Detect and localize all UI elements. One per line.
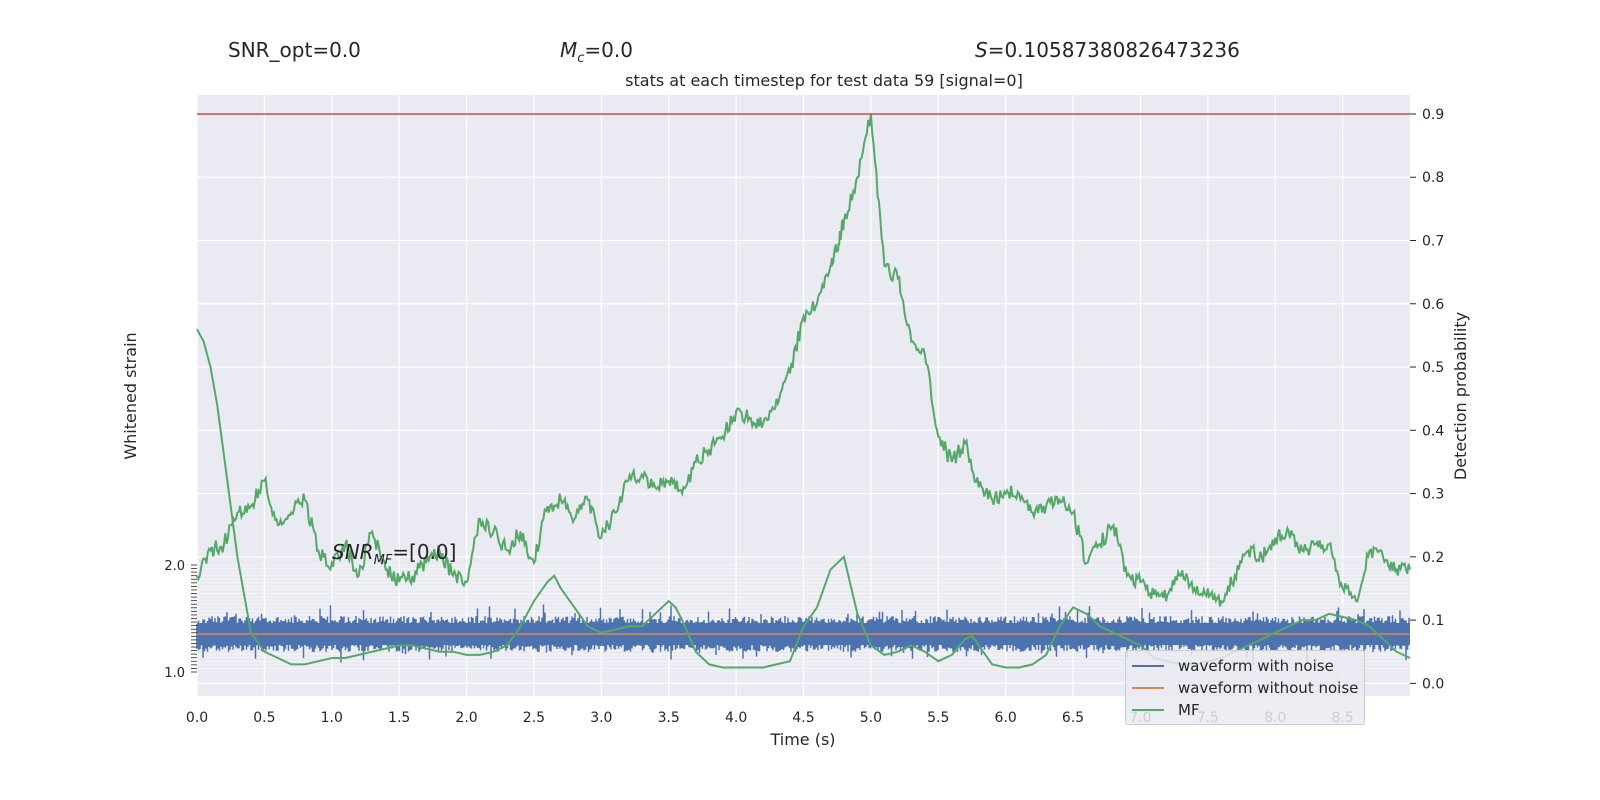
y-tick-label: 0.9 (1422, 107, 1444, 123)
legend-label-noise: waveform with noise (1178, 657, 1334, 675)
mc-value: =0.0 (584, 38, 633, 62)
right-axis-label: Detection probability (1451, 312, 1470, 480)
snr-mf-value: =[0.0] (392, 540, 456, 564)
y-tick-label: 0.1 (1422, 613, 1444, 629)
snr-opt-label: SNR_opt=0.0 (228, 38, 361, 62)
y-tick-label: 0.4 (1422, 423, 1444, 439)
legend-swatch-clean (1132, 687, 1164, 689)
s-symbol: S (975, 38, 988, 62)
mc-symbol: M (560, 38, 578, 62)
x-tick-label: 6.0 (995, 710, 1017, 726)
vertical-gridlines (196, 95, 1344, 696)
left-axis-label: Whitened strain (121, 332, 140, 459)
y-tick-label: 0.6 (1422, 297, 1444, 313)
legend-label-clean: waveform without noise (1178, 679, 1359, 697)
s-value: =0.10587380826473236 (987, 38, 1240, 62)
legend-item-clean: waveform without noise (1132, 677, 1358, 699)
strain-tick-label: 2.0 (164, 559, 185, 574)
x-tick-label: 2.0 (455, 710, 477, 726)
strain-tick-label: 1.0 (164, 666, 185, 681)
series-detection-probability (196, 113, 1411, 607)
x-tick-label: 6.5 (1062, 710, 1084, 726)
legend-label-mf: MF (1178, 701, 1200, 719)
score-label: S=0.10587380826473236 (975, 38, 1240, 62)
y-tick-label: 0.0 (1422, 676, 1444, 692)
x-tick-label: 1.5 (388, 710, 410, 726)
y-tick-label: 0.5 (1422, 360, 1444, 376)
y-tick-label: 0.8 (1422, 170, 1444, 186)
x-tick-label: 3.0 (590, 710, 612, 726)
snr-mf-annotation: SNRMF=[0.0] (332, 540, 456, 568)
y-tick-label: 0.7 (1422, 234, 1444, 250)
x-tick-label: 3.5 (658, 710, 680, 726)
strain-axis-ticks: 2.0 1.0 (164, 559, 197, 681)
snr-mf-symbol: SNR (332, 540, 374, 564)
x-tick-label: 4.0 (725, 710, 747, 726)
x-tick-label: 0.5 (253, 710, 275, 726)
y-tick-label: 0.3 (1422, 487, 1444, 503)
chart-title: stats at each timestep for test data 59 … (625, 71, 1023, 90)
snr-mf-subscript: MF (374, 553, 393, 568)
x-tick-label: 5.5 (927, 710, 949, 726)
x-axis-label: Time (s) (769, 730, 835, 749)
x-tick-label: 4.5 (792, 710, 814, 726)
y-tick-label: 0.2 (1422, 550, 1444, 566)
legend-item-mf: MF (1132, 699, 1200, 721)
chirp-mass-label: Mc=0.0 (560, 38, 633, 66)
x-tick-label: 1.0 (321, 710, 343, 726)
x-tick-label: 5.0 (860, 710, 882, 726)
x-tick-label: 2.5 (523, 710, 545, 726)
mc-subscript: c (577, 51, 585, 66)
legend: waveform with noise waveform without noi… (1125, 650, 1365, 725)
legend-swatch-mf (1132, 709, 1164, 711)
legend-swatch-noise (1132, 665, 1164, 667)
legend-item-noise: waveform with noise (1132, 655, 1334, 677)
x-tick-label: 0.0 (186, 710, 208, 726)
right-axis-ticks: 0.0 0.1 0.2 0.3 0.4 0.5 0.6 0.7 0.8 0.9 (1410, 107, 1444, 692)
